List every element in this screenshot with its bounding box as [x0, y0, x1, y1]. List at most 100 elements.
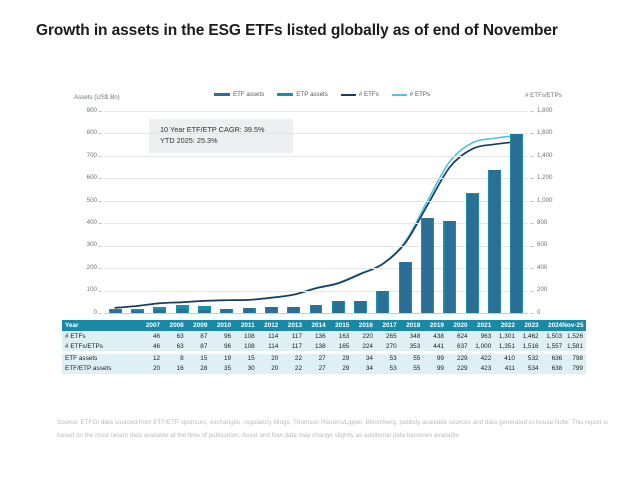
- bar-etf-assets[interactable]: [154, 309, 166, 313]
- bar-etf-assets[interactable]: [511, 133, 523, 313]
- y-axis-tick-label-left: 500: [86, 196, 97, 204]
- table-cell: 636: [538, 353, 563, 364]
- bar-etf-assets[interactable]: [176, 308, 188, 313]
- bar-group[interactable]: [193, 111, 215, 313]
- bar-group[interactable]: [149, 111, 171, 313]
- bar-etf-assets[interactable]: [288, 306, 300, 313]
- table-cell: 108: [231, 341, 255, 351]
- table-spacer-cell: [62, 350, 586, 354]
- bar-group[interactable]: [327, 111, 349, 313]
- table-cell: 46: [136, 341, 161, 351]
- bar-etf-assets[interactable]: [132, 311, 143, 313]
- table-row-label: # ETFs/ETPs: [62, 341, 137, 351]
- table-cell: 114: [254, 341, 279, 351]
- bar-etf-assets[interactable]: [489, 170, 500, 313]
- y-axis-tick-label-right: 200: [537, 286, 548, 294]
- footnote: Source: ETFGI data sourced from ETF/ETP …: [57, 419, 608, 440]
- gridline: [104, 290, 528, 292]
- table-cell: 108: [231, 331, 255, 342]
- bar-group[interactable]: [305, 111, 327, 313]
- bar-etf-assets[interactable]: [199, 309, 210, 313]
- legend-item-etp-assets[interactable]: ETP assets: [277, 91, 328, 98]
- table-cell: 2020: [443, 320, 468, 332]
- tick-mark: [530, 200, 534, 202]
- bar-etf-assets[interactable]: [310, 305, 322, 313]
- bar-group[interactable]: [216, 111, 238, 313]
- table-cell: 28: [183, 363, 208, 374]
- bar-group[interactable]: [349, 111, 371, 313]
- gridline: [104, 245, 528, 247]
- bar-etp-assets[interactable]: [130, 309, 144, 313]
- bar-etf-assets[interactable]: [355, 300, 366, 313]
- table-cell: 1,462: [514, 331, 539, 342]
- table-cell: 2010: [207, 320, 232, 332]
- legend-item-etps[interactable]: # ETPs: [391, 91, 430, 98]
- bar-group[interactable]: [372, 111, 394, 313]
- cagr-annotation-box: 10 Year ETF/ETP CAGR: 39.5% YTD 2025: 25…: [149, 119, 293, 153]
- bar-group[interactable]: [171, 111, 193, 313]
- bar-group[interactable]: [283, 111, 305, 313]
- table-cell: 30: [231, 363, 255, 374]
- annotation-line-2: YTD 2025: 25.3%: [160, 136, 218, 146]
- table-cell: 117: [278, 341, 303, 351]
- data-table: Year 2007 2008 2009 2010 2011 2012 2013 2014 2015…: [62, 320, 586, 374]
- bar-group[interactable]: [394, 111, 416, 313]
- tick-mark: [98, 133, 102, 135]
- bar-etf-assets[interactable]: [422, 218, 433, 313]
- table-cell: 55: [396, 363, 421, 374]
- table-cell: 20: [254, 363, 279, 374]
- bar-etf-assets[interactable]: [444, 220, 456, 313]
- gridline: [104, 111, 528, 112]
- table-cell: 87: [183, 331, 208, 342]
- bar-etf-assets[interactable]: [377, 290, 389, 313]
- table-row: ETF/ETP assets 20 16 28 35 30 20 22 27 29 34 53 55 99…: [62, 363, 586, 374]
- table-cell: 27: [302, 363, 326, 374]
- table-cell: 348: [396, 331, 421, 342]
- table-cell: 423: [467, 363, 492, 374]
- tick-mark: [98, 223, 102, 225]
- table-cell: 638: [538, 363, 563, 374]
- legend-swatch-icon: [340, 93, 356, 96]
- table-cell: 2017: [372, 320, 397, 332]
- bar-etf-assets[interactable]: [109, 310, 121, 313]
- bar-group[interactable]: [416, 111, 438, 313]
- y-axis-tick-label-left: 0: [93, 308, 97, 316]
- bar-group[interactable]: [126, 111, 148, 313]
- bar-group[interactable]: [483, 111, 505, 313]
- table-header-row: Year 2007 2008 2009 2010 2011 2012 2013 2014 2015…: [62, 320, 586, 332]
- bar-etf-assets[interactable]: [266, 306, 277, 313]
- legend-swatch-icon: [277, 93, 294, 96]
- bar-etf-assets[interactable]: [243, 308, 255, 313]
- bar-group[interactable]: [238, 111, 260, 313]
- table-cell: 165: [325, 341, 350, 351]
- gridline: [104, 223, 528, 225]
- table-cell: 353: [396, 341, 421, 351]
- table-spacer-row: [62, 350, 586, 354]
- y-axis-tick-label-left: 300: [86, 241, 97, 249]
- chart-card: Assets (US$ Bn) # ETFs/ETPs ETF assets ET…: [0, 78, 644, 498]
- tick-mark: [530, 178, 534, 180]
- page-title: Growth in assets in the ESG ETFs listed …: [36, 22, 558, 39]
- bar-etf-assets[interactable]: [221, 308, 233, 313]
- table-cell: 55: [396, 353, 421, 364]
- table-cell: 2022: [491, 320, 515, 332]
- bar-etf-assets[interactable]: [332, 301, 344, 313]
- legend-item-etf-assets[interactable]: ETF assets: [214, 91, 264, 98]
- y-axis-tick-label-left: 700: [86, 151, 97, 159]
- table-cell: 2008: [160, 320, 184, 332]
- bar-etf-assets[interactable]: [466, 193, 478, 313]
- bar-group[interactable]: [506, 111, 528, 313]
- bar-etf-assets[interactable]: [399, 261, 411, 313]
- legend-item-etfs[interactable]: # ETFs: [340, 91, 379, 98]
- bar-group[interactable]: [104, 111, 126, 313]
- table-cell: 2007: [136, 320, 161, 332]
- bar-group[interactable]: [461, 111, 483, 313]
- tick-mark: [530, 133, 534, 135]
- table-cell: 22: [278, 353, 303, 364]
- bar-group[interactable]: [260, 111, 282, 313]
- table-cell: 1,000: [467, 341, 492, 351]
- table-cell: 2016: [349, 320, 373, 332]
- bar-group[interactable]: [439, 111, 461, 313]
- y-axis-tick-label-right: 1,000: [537, 196, 553, 204]
- table-cell: 99: [420, 363, 444, 374]
